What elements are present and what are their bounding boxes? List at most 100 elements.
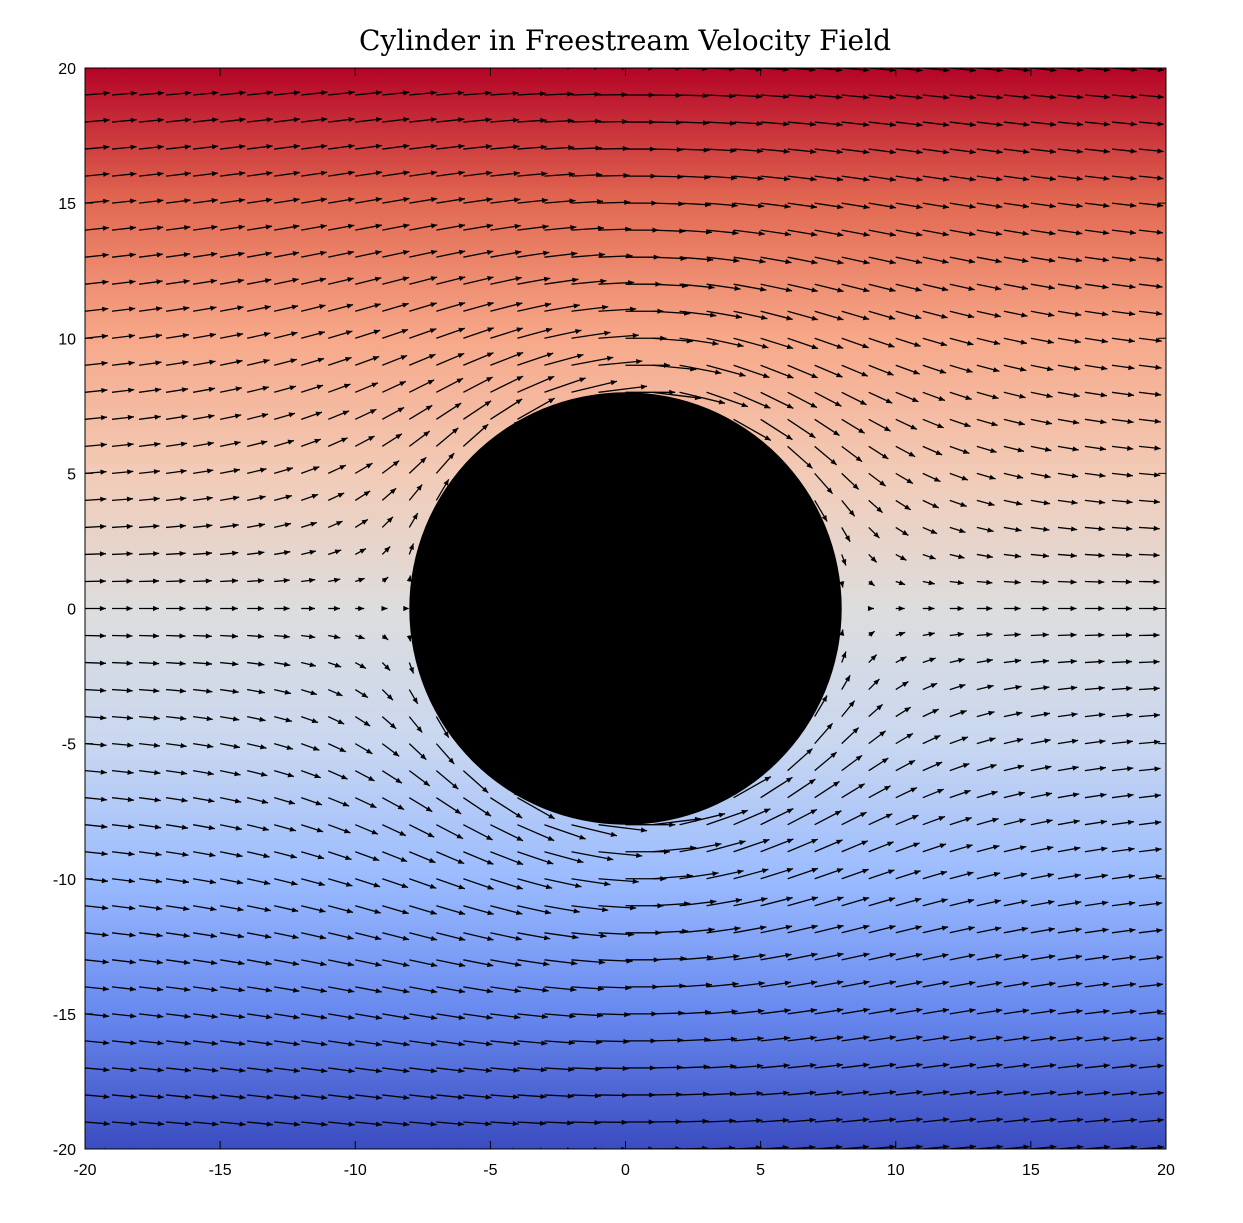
velocity-arrow-head — [1181, 579, 1187, 584]
velocity-arrow-head — [514, 197, 521, 203]
velocity-arrow-head — [238, 224, 245, 230]
velocity-arrow-head — [810, 402, 817, 408]
velocity-arrow-head — [540, 117, 547, 124]
velocity-arrow-head — [456, 378, 464, 384]
x-tick-label: 0 — [621, 1162, 630, 1179]
velocity-arrow-head — [929, 554, 936, 560]
velocity-arrow-head — [960, 710, 967, 716]
velocity-arrow-head — [548, 813, 555, 819]
velocity-arrow-head — [1157, 68, 1164, 73]
velocity-arrow-head — [1127, 445, 1134, 451]
velocity-arrow-head — [232, 688, 239, 694]
velocity-arrow-head — [782, 1117, 790, 1123]
velocity-arrow-head — [1046, 818, 1053, 824]
velocity-arrow-head — [403, 1121, 410, 1127]
velocity-arrow-head — [288, 412, 296, 418]
velocity-arrow-head — [735, 313, 742, 319]
velocity-arrow-head — [316, 827, 324, 833]
velocity-arrow — [679, 310, 717, 317]
velocity-arrow-head — [808, 432, 816, 438]
velocity-arrow-head — [811, 344, 819, 350]
velocity-arrow-head — [484, 810, 492, 817]
velocity-arrow-head — [1047, 899, 1055, 906]
velocity-arrow-head — [1073, 392, 1080, 398]
velocity-arrow-head — [1098, 579, 1105, 585]
velocity-arrow-head — [153, 605, 160, 612]
velocity-arrow-head — [239, 144, 246, 150]
velocity-arrow-head — [1102, 954, 1109, 960]
velocity-arrow-head — [430, 1041, 438, 1047]
velocity-arrow-head — [1042, 553, 1050, 559]
velocity-arrow-head — [1103, 1063, 1110, 1069]
velocity-arrow — [760, 418, 793, 441]
velocity-arrow — [706, 870, 744, 880]
velocity-arrow — [679, 391, 726, 404]
velocity-arrow-head — [540, 1067, 547, 1073]
velocity-arrow-head — [760, 286, 767, 292]
velocity-arrow-head — [458, 1014, 465, 1020]
velocity-arrow-head — [1184, 202, 1190, 207]
velocity-arrow-head — [996, 1035, 1003, 1041]
velocity-arrow-head — [942, 149, 950, 155]
velocity-arrow-head — [1048, 927, 1055, 933]
velocity-arrow-head — [596, 1039, 603, 1045]
velocity-arrow-head — [1077, 68, 1084, 73]
velocity-arrow — [544, 851, 584, 863]
velocity-arrow-head — [852, 483, 859, 490]
velocity-arrow-head — [320, 224, 327, 230]
velocity-arrow-head — [126, 715, 134, 721]
velocity-arrow-head — [710, 312, 717, 318]
velocity-arrow-head — [990, 763, 997, 769]
velocity-arrow-head — [1181, 552, 1187, 557]
velocity-arrow-head — [1185, 1118, 1191, 1123]
velocity-arrow-head — [209, 332, 217, 338]
velocity-arrow-head — [887, 342, 895, 348]
velocity-arrow-head — [100, 769, 107, 775]
velocity-arrow-head — [181, 797, 188, 803]
velocity-arrow-head — [1130, 148, 1137, 154]
velocity-arrow-head — [569, 1013, 576, 1019]
velocity-arrow-head — [428, 857, 436, 863]
velocity-arrow-head — [100, 687, 107, 693]
velocity-arrow-head — [369, 409, 377, 415]
velocity-arrow-head — [1074, 311, 1082, 317]
velocity-arrow-head — [485, 1094, 492, 1100]
velocity-arrow-head — [1181, 633, 1187, 638]
velocity-arrow-head — [541, 1040, 548, 1046]
velocity-arrow-head — [1184, 1037, 1190, 1042]
velocity-arrow — [1165, 851, 1166, 852]
velocity-arrow-head — [291, 331, 298, 337]
velocity-arrow-head — [837, 231, 844, 237]
velocity-arrow-head — [430, 249, 438, 255]
velocity-arrow-head — [730, 175, 738, 181]
velocity-arrow-head — [402, 249, 410, 256]
velocity-arrow-head — [889, 94, 896, 100]
velocity-arrow-head — [992, 844, 1000, 850]
velocity-arrow-head — [180, 441, 188, 447]
velocity-arrow-head — [783, 148, 790, 154]
velocity-arrow-head — [430, 90, 437, 96]
velocity-arrow-head — [234, 771, 241, 777]
velocity-arrow-head — [458, 962, 466, 968]
velocity-arrow-head — [735, 898, 742, 904]
velocity-arrow-head — [210, 906, 217, 912]
velocity-arrow-head — [757, 175, 764, 181]
velocity-arrow-head — [1126, 525, 1133, 532]
velocity-arrow-head — [939, 843, 947, 849]
velocity-arrow-head — [184, 225, 191, 231]
velocity-arrow-head — [157, 1094, 164, 1100]
velocity-arrow-head — [180, 496, 187, 502]
velocity-arrow-head — [102, 932, 109, 938]
velocity-arrow-head — [513, 170, 520, 177]
velocity-arrow-head — [1129, 982, 1137, 988]
velocity-arrow-head — [264, 278, 272, 284]
velocity-arrow-head — [1157, 1090, 1164, 1096]
velocity-arrow-head — [130, 1121, 137, 1127]
velocity-arrow-head — [572, 934, 579, 940]
velocity-arrow-head — [312, 466, 320, 472]
velocity-arrow-head — [1098, 659, 1105, 665]
velocity-arrow-head — [320, 1041, 328, 1047]
velocity-arrow-head — [321, 1094, 328, 1100]
velocity-arrow-head — [239, 1121, 246, 1127]
velocity-arrow-head — [211, 1040, 218, 1046]
